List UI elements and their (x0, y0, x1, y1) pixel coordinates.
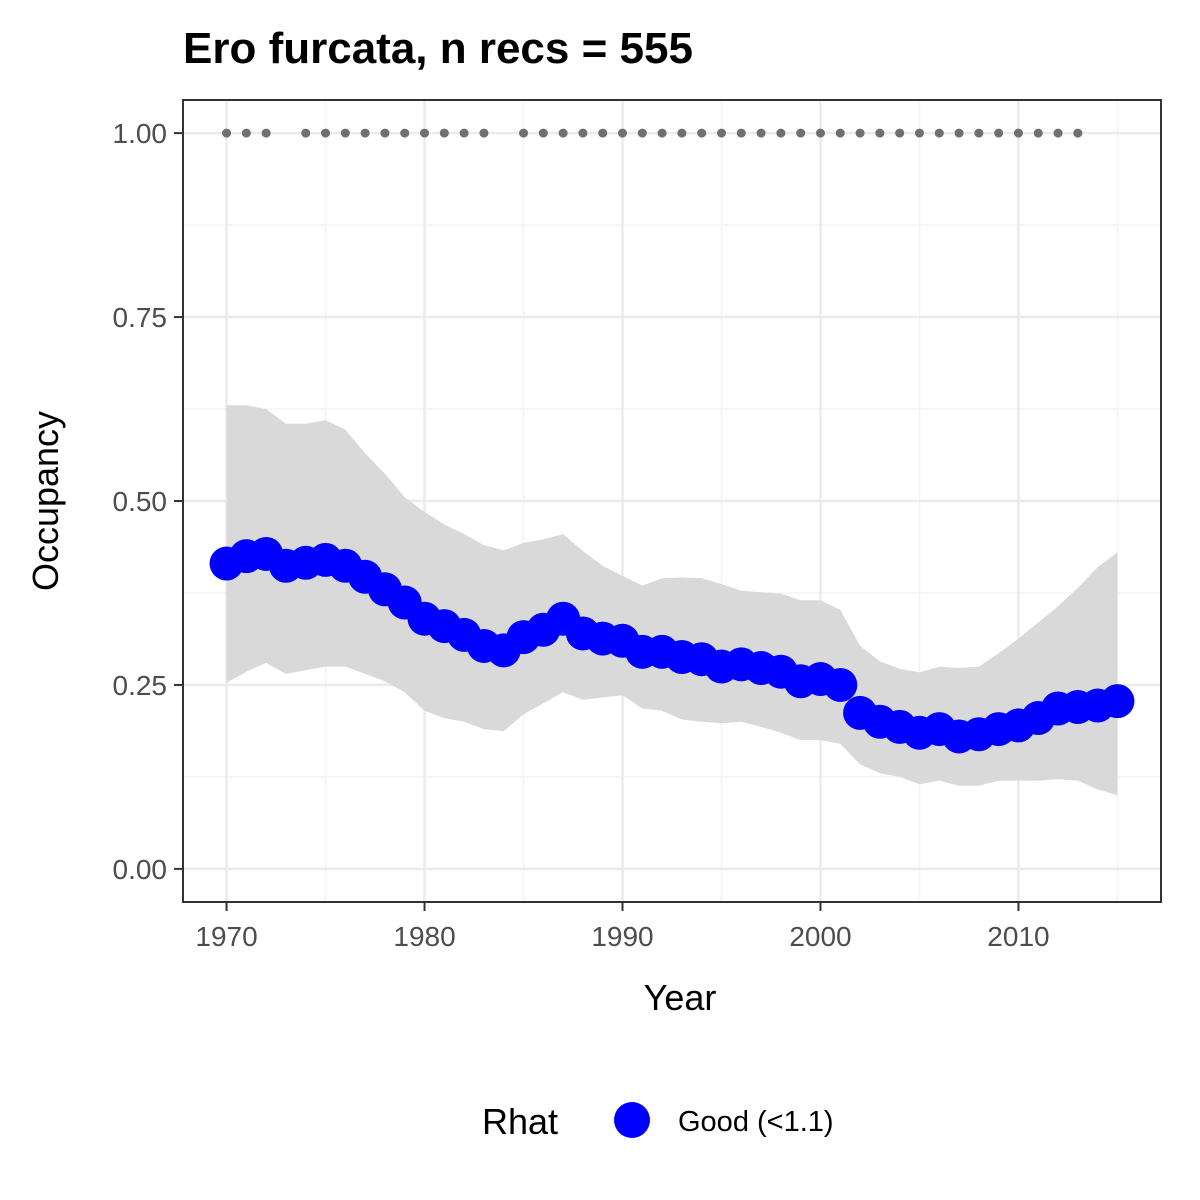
record-dot (519, 128, 529, 138)
record-dot (1073, 128, 1083, 138)
legend: Rhat Good (<1.1) (482, 1101, 834, 1142)
record-dot (1033, 128, 1043, 138)
x-tick-label: 1970 (195, 921, 257, 952)
record-dot (420, 128, 430, 138)
credible-interval-ribbon (226, 405, 1118, 796)
y-axis-title: Occupancy (25, 411, 66, 591)
x-tick-label: 2010 (987, 921, 1049, 952)
axes: 1970 1980 1990 2000 2010 0.00 0.25 0.50 0.75 1.00 (113, 118, 1050, 952)
record-dot (914, 128, 924, 138)
y-tick-label: 0.50 (113, 486, 168, 517)
record-dot (637, 128, 647, 138)
record-dot (954, 128, 964, 138)
y-tick-label: 1.00 (113, 118, 168, 149)
record-dot (538, 128, 548, 138)
x-axis-title: Year (644, 977, 717, 1018)
record-dot (241, 128, 251, 138)
x-tick-label: 1980 (393, 921, 455, 952)
record-year-dots (222, 128, 1083, 138)
record-dot (1053, 128, 1063, 138)
record-dot (380, 128, 390, 138)
record-dot (934, 128, 944, 138)
record-dot (400, 128, 410, 138)
y-tick-label: 0.75 (113, 302, 168, 333)
record-dot (895, 128, 905, 138)
record-dot (340, 128, 350, 138)
record-dot (697, 128, 707, 138)
record-dot (974, 128, 984, 138)
record-dot (736, 128, 746, 138)
record-dot (716, 128, 726, 138)
record-dot (815, 128, 825, 138)
record-dot (261, 128, 271, 138)
record-dot (222, 128, 232, 138)
record-dot (618, 128, 628, 138)
y-tick-label: 0.25 (113, 670, 168, 701)
occupancy-point (1100, 684, 1135, 719)
x-tick-label: 2000 (789, 921, 851, 952)
record-dot (360, 128, 370, 138)
occupancy-points (209, 536, 1135, 754)
record-dot (479, 128, 489, 138)
record-dot (796, 128, 806, 138)
record-dot (321, 128, 331, 138)
occupancy-point (823, 667, 858, 702)
record-dot (855, 128, 865, 138)
record-dot (756, 128, 766, 138)
record-dot (994, 128, 1004, 138)
record-dot (677, 128, 687, 138)
record-dot (459, 128, 469, 138)
record-dot (578, 128, 588, 138)
legend-title: Rhat (482, 1101, 558, 1142)
record-dot (875, 128, 885, 138)
x-tick-label: 1990 (591, 921, 653, 952)
record-dot (776, 128, 786, 138)
legend-label-good: Good (<1.1) (678, 1106, 834, 1138)
record-dot (439, 128, 449, 138)
record-dot (558, 128, 568, 138)
record-dot (598, 128, 608, 138)
chart-title: Ero furcata, n recs = 555 (183, 24, 693, 73)
record-dot (301, 128, 311, 138)
record-dot (835, 128, 845, 138)
record-dot (1013, 128, 1023, 138)
record-dot (657, 128, 667, 138)
y-tick-label: 0.00 (113, 854, 168, 885)
legend-key-good (614, 1102, 650, 1138)
